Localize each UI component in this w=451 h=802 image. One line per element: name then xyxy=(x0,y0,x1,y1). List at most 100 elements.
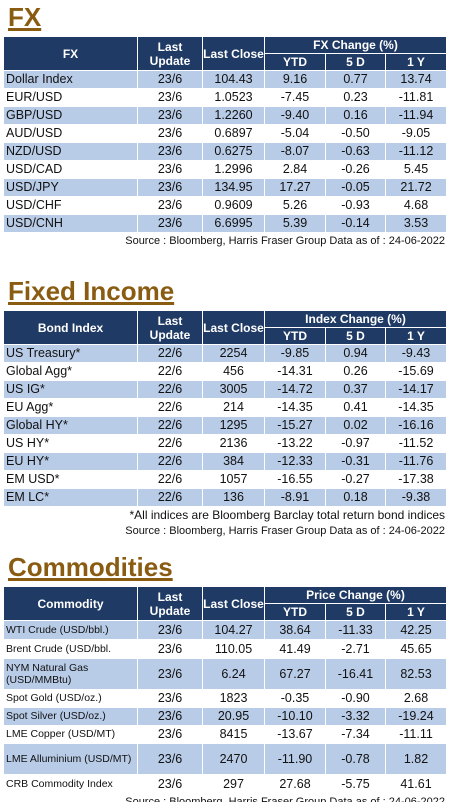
cell-ytd: -9.85 xyxy=(264,344,326,363)
cell-y1: -19.24 xyxy=(385,707,447,726)
cell-close: 6.6995 xyxy=(202,214,265,233)
cell-d5: 0.26 xyxy=(325,362,386,381)
cell-d5: -0.05 xyxy=(325,178,386,197)
cell-update: 23/6 xyxy=(137,196,203,215)
table-row: EU Agg* 22/6 214 -14.35 0.41 -14.35 xyxy=(3,398,448,417)
cell-update: 22/6 xyxy=(137,470,203,489)
cell-d5: 0.02 xyxy=(325,416,386,435)
fx-header-1y: 1 Y xyxy=(384,53,448,71)
cell-y1: -15.69 xyxy=(384,362,448,381)
cell-ytd: -7.45 xyxy=(264,88,326,107)
fx-title: FX xyxy=(8,2,42,32)
cell-d5: -0.90 xyxy=(325,689,386,708)
cell-ytd: 41.49 xyxy=(264,639,326,659)
cell-y1: -16.16 xyxy=(384,416,448,435)
cell-name: US IG* xyxy=(3,380,138,399)
cell-close: 1823 xyxy=(202,689,265,708)
cell-ytd: 67.27 xyxy=(264,658,326,690)
cell-update: 22/6 xyxy=(137,362,203,381)
cell-ytd: 38.64 xyxy=(264,620,326,640)
table-row: NYM Natural Gas (USD/MMBtu) 23/6 6.24 67.27… xyxy=(3,658,447,690)
cell-close: 0.6897 xyxy=(202,124,265,143)
table-row: AUD/USD 23/6 0.6897 -5.04 -0.50 -9.05 xyxy=(3,124,448,143)
table-row: EU HY* 22/6 384 -12.33 -0.31 -11.76 xyxy=(3,452,448,471)
cell-name: CRB Commodity Index xyxy=(3,774,138,794)
cell-y1: 2.68 xyxy=(385,689,447,708)
cell-update: 23/6 xyxy=(137,88,203,107)
cell-d5: -0.14 xyxy=(325,214,386,233)
cell-close: 110.05 xyxy=(202,639,265,659)
cell-y1: -14.17 xyxy=(384,380,448,399)
cell-y1: -9.38 xyxy=(384,488,448,507)
cell-d5: 0.18 xyxy=(325,488,386,507)
fixed-income-section: Fixed Income Bond Index Last Update Last… xyxy=(0,276,451,539)
cell-close: 3005 xyxy=(202,380,265,399)
cell-y1: -11.52 xyxy=(384,434,448,453)
cell-name: EU Agg* xyxy=(3,398,138,417)
cell-ytd: -8.07 xyxy=(264,142,326,161)
cell-close: 6.24 xyxy=(202,658,265,690)
cell-update: 22/6 xyxy=(137,452,203,471)
table-row: USD/JPY 23/6 134.95 17.27 -0.05 21.72 xyxy=(3,178,448,197)
cell-d5: 0.77 xyxy=(325,70,386,89)
cell-d5: 0.37 xyxy=(325,380,386,399)
cell-ytd: -15.27 xyxy=(264,416,326,435)
cell-ytd: -16.55 xyxy=(264,470,326,489)
cell-y1: 13.74 xyxy=(384,70,448,89)
cell-ytd: -13.22 xyxy=(264,434,326,453)
cell-close: 1.2260 xyxy=(202,106,265,125)
table-row: USD/CNH 23/6 6.6995 5.39 -0.14 3.53 xyxy=(3,214,448,233)
cell-y1: 5.45 xyxy=(384,160,448,179)
fi-header-ytd: YTD xyxy=(264,327,326,345)
cell-update: 23/6 xyxy=(137,160,203,179)
cell-update: 23/6 xyxy=(137,689,203,708)
table-row: US HY* 22/6 2136 -13.22 -0.97 -11.52 xyxy=(3,434,448,453)
cell-ytd: -10.10 xyxy=(264,707,326,726)
cell-close: 2254 xyxy=(202,344,265,363)
cell-update: 23/6 xyxy=(137,106,203,125)
cell-update: 23/6 xyxy=(137,142,203,161)
cell-d5: -16.41 xyxy=(325,658,386,690)
cell-close: 2470 xyxy=(202,743,265,775)
table-row: US IG* 22/6 3005 -14.72 0.37 -14.17 xyxy=(3,380,448,399)
table-row: WTI Crude (USD/bbl.) 23/6 104.27 38.64 -11.3… xyxy=(3,620,447,640)
cell-y1: 42.25 xyxy=(385,620,447,640)
cell-update: 23/6 xyxy=(137,178,203,197)
commodities-title: Commodities xyxy=(8,552,173,582)
fixed-income-note: *All indices are Bloomberg Barclay total… xyxy=(129,508,446,522)
cell-ytd: 2.84 xyxy=(264,160,326,179)
cell-update: 23/6 xyxy=(137,620,203,640)
cell-y1: 45.65 xyxy=(385,639,447,659)
cell-ytd: -5.04 xyxy=(264,124,326,143)
cell-close: 0.9609 xyxy=(202,196,265,215)
table-row: GBP/USD 23/6 1.2260 -9.40 0.16 -11.94 xyxy=(3,106,448,125)
cell-update: 22/6 xyxy=(137,416,203,435)
cell-d5: 0.23 xyxy=(325,88,386,107)
cell-d5: -7.34 xyxy=(325,725,386,744)
cell-d5: -0.78 xyxy=(325,743,386,775)
cell-ytd: 27.68 xyxy=(264,774,326,794)
fx-header-name: FX xyxy=(3,36,138,71)
cell-close: 1.0523 xyxy=(202,88,265,107)
cell-update: 22/6 xyxy=(137,380,203,399)
cell-close: 0.6275 xyxy=(202,142,265,161)
cell-close: 104.43 xyxy=(202,70,265,89)
cell-name: LME Copper (USD/MT) xyxy=(3,725,138,744)
cell-name: US Treasury* xyxy=(3,344,138,363)
com-header-ytd: YTD xyxy=(264,603,326,621)
table-row: Global HY* 22/6 1295 -15.27 0.02 -16.16 xyxy=(3,416,448,435)
cell-ytd: -13.67 xyxy=(264,725,326,744)
cell-name: USD/CHF xyxy=(3,196,138,215)
cell-update: 23/6 xyxy=(137,774,203,794)
table-row: LME Copper (USD/MT) 23/6 8415 -13.67 -7.34 -1… xyxy=(3,725,447,744)
cell-update: 22/6 xyxy=(137,344,203,363)
cell-y1: -11.12 xyxy=(384,142,448,161)
cell-update: 23/6 xyxy=(137,124,203,143)
cell-name: NYM Natural Gas (USD/MMBtu) xyxy=(3,658,138,690)
cell-y1: 1.82 xyxy=(385,743,447,775)
cell-name: Global HY* xyxy=(3,416,138,435)
fixed-income-table: Bond Index Last Update Last Close Index … xyxy=(3,310,448,507)
cell-update: 23/6 xyxy=(137,658,203,690)
cell-ytd: 9.16 xyxy=(264,70,326,89)
cell-y1: 82.53 xyxy=(385,658,447,690)
